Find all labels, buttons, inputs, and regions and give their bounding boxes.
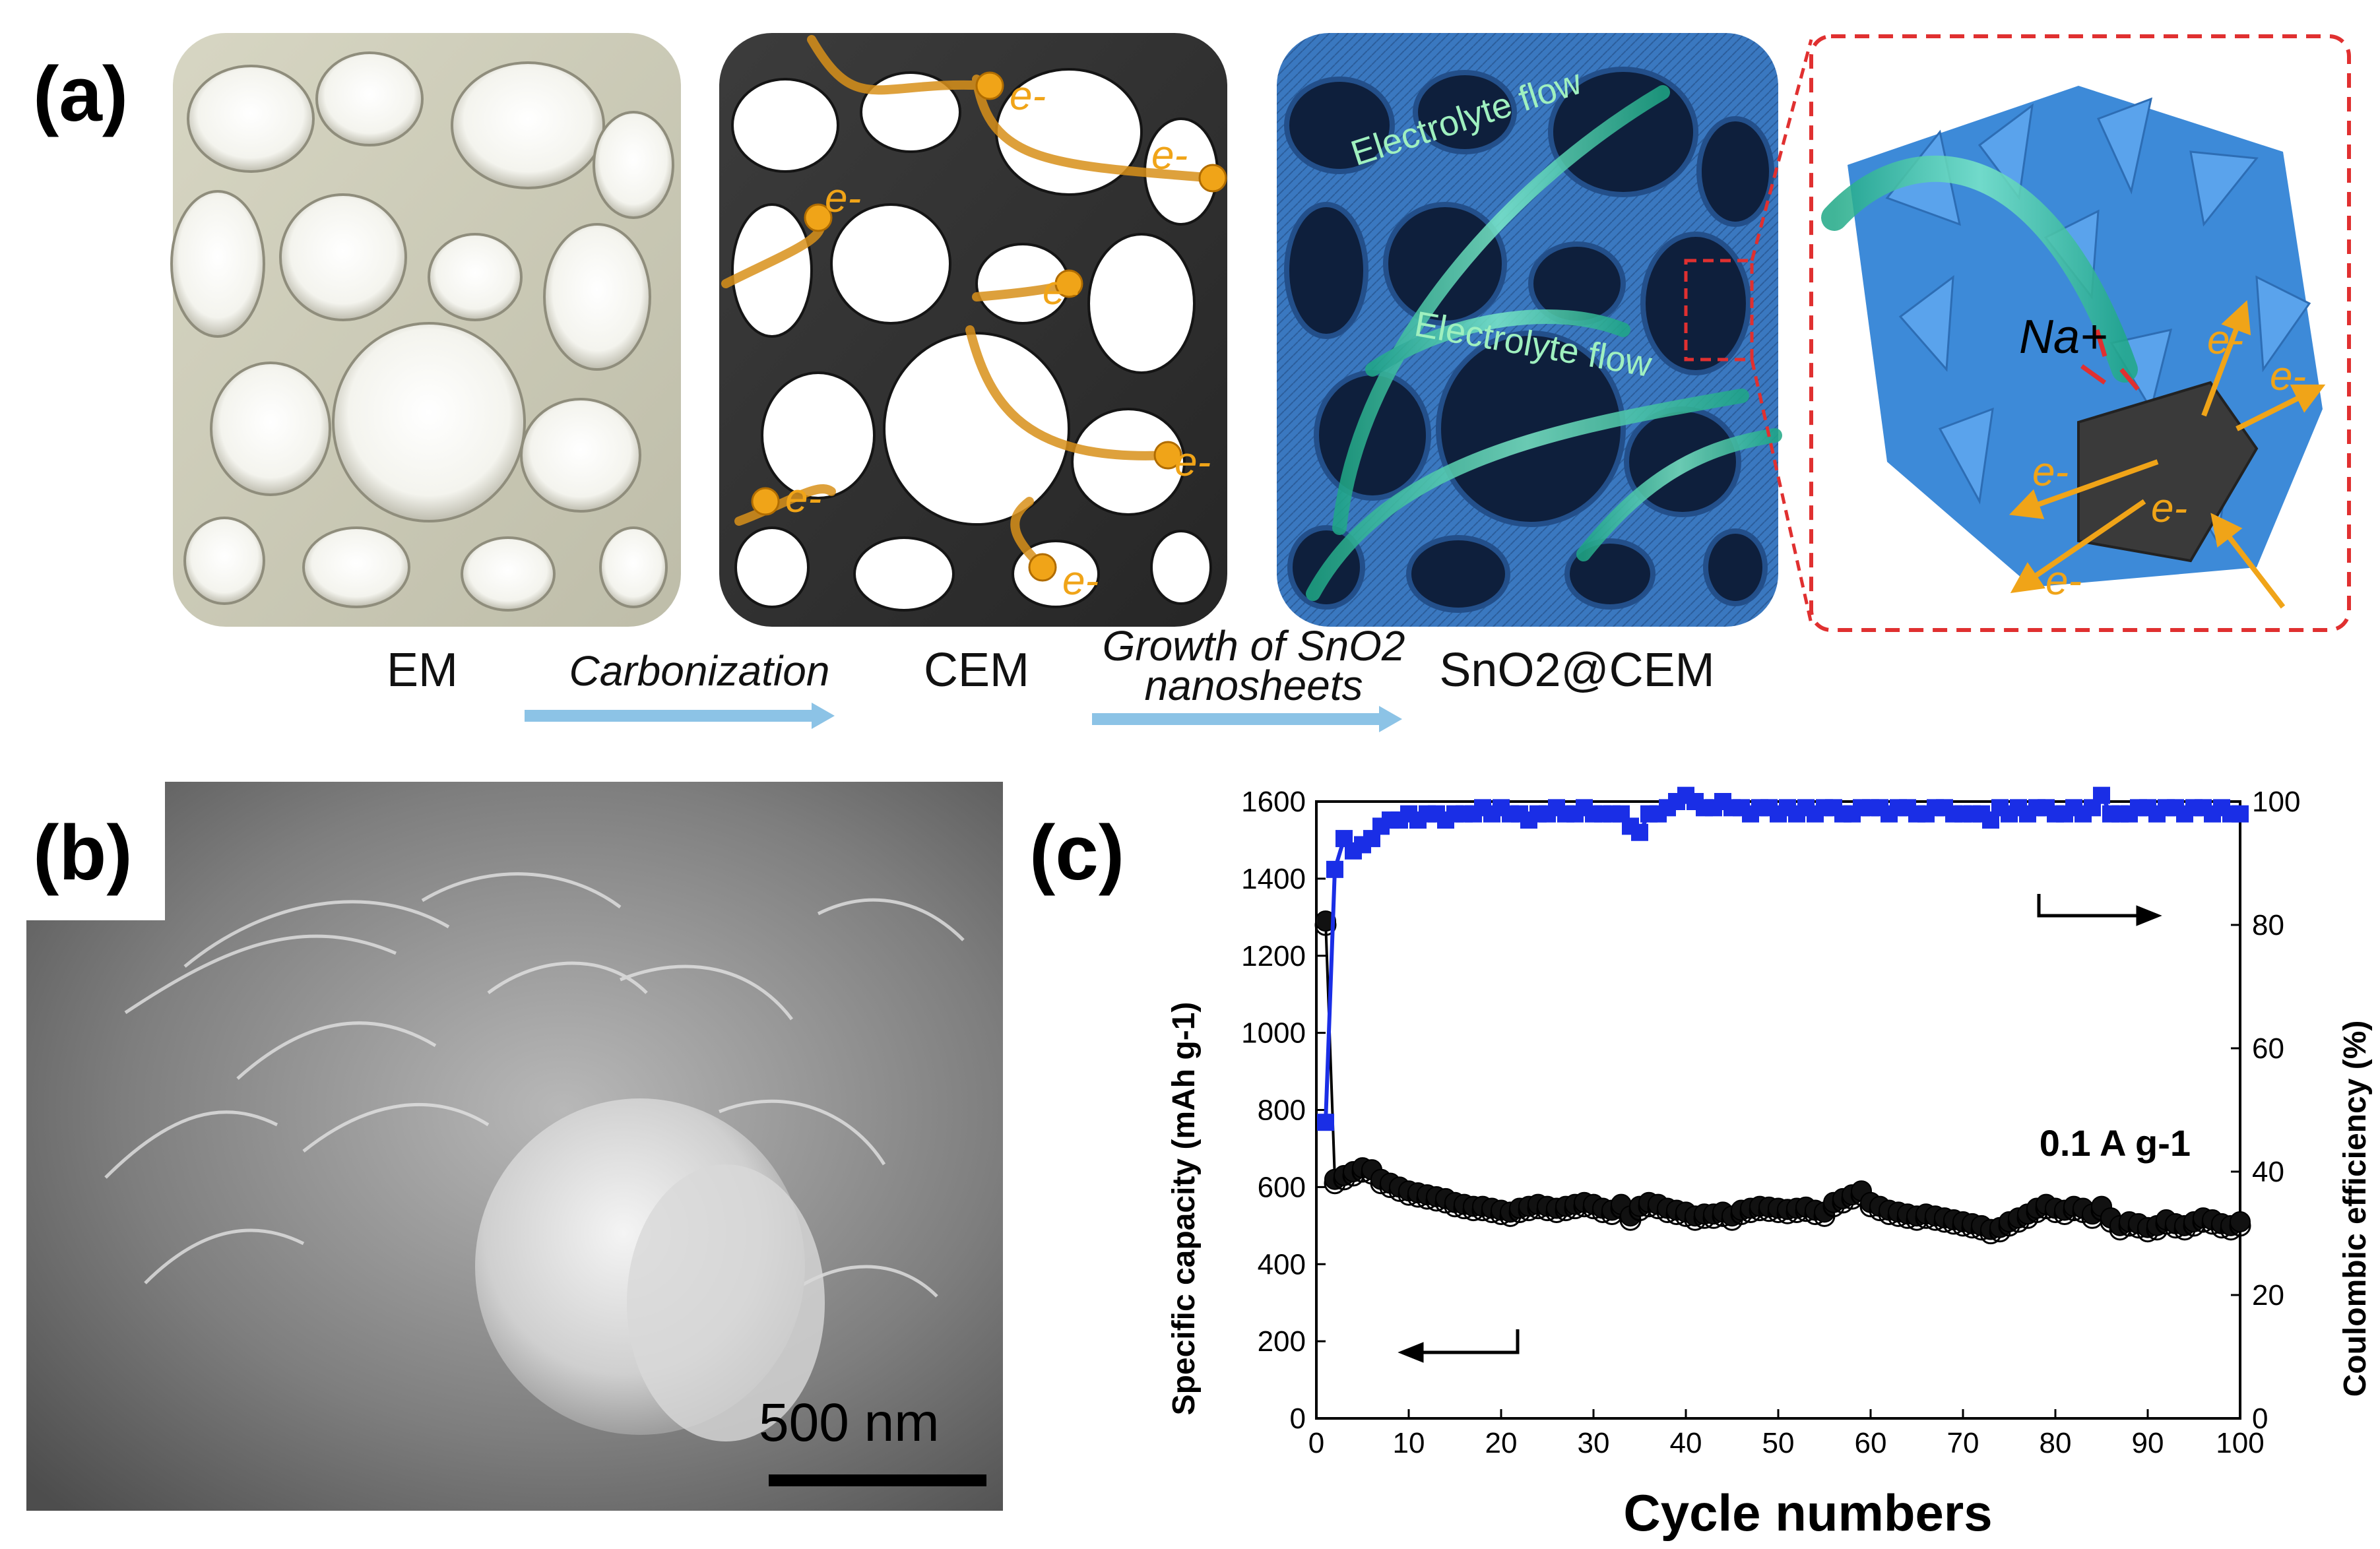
x-tick-label: 40 — [1670, 1427, 1702, 1459]
electron-label: e- — [1174, 439, 1211, 485]
x-tick-label: 10 — [1393, 1427, 1425, 1459]
sno2-cem-foam-image — [1277, 33, 1782, 627]
efficiency-line — [1324, 791, 2240, 1123]
coulombic-efficiency-point — [1317, 1114, 1334, 1131]
y-left-tick-label: 0 — [1290, 1403, 1306, 1435]
plot-frame — [1315, 800, 2241, 1420]
y-left-tick-label: 1200 — [1241, 940, 1306, 972]
panel-a-letter: (a) — [33, 51, 129, 138]
coulombic-efficiency-point — [2232, 805, 2249, 823]
stage-label-sno2-cem: SnO2@CEM — [1439, 644, 1715, 697]
zoom-connector — [1750, 39, 1813, 624]
y-axis-left-label: Specific capacity (mAh g-1) — [1167, 1002, 1202, 1416]
electron-label: e- — [2270, 354, 2307, 399]
y-left-tick-label: 1000 — [1241, 1017, 1306, 1050]
sem-image — [26, 782, 1003, 1511]
x-tick-label: 70 — [1947, 1427, 1979, 1459]
x-tick-label: 100 — [2216, 1427, 2264, 1459]
panel-a-illustration — [170, 33, 2351, 632]
electron-label: e- — [1010, 73, 1046, 119]
carbonization-arrow — [525, 703, 835, 729]
y-right-tick-label: 0 — [2252, 1403, 2268, 1435]
y-left-tick-label: 400 — [1258, 1248, 1306, 1280]
scale-bar-label: 500 nm — [759, 1393, 940, 1453]
growth-label-line1: Growth of SnO2 — [1102, 622, 1405, 670]
x-tick-label: 80 — [2040, 1427, 2072, 1459]
left-axis-indicator-arrow — [1398, 1329, 1520, 1363]
sodium-ion-label: Na+ — [2019, 311, 2108, 364]
coulombic-efficiency-point — [1326, 860, 1343, 878]
electron-label: e- — [2151, 486, 2188, 531]
electron-label: e- — [2032, 449, 2069, 495]
panel-b-letter: (b) — [33, 809, 133, 897]
electron-label: e- — [2045, 558, 2082, 604]
electron-label: e- — [1043, 268, 1079, 313]
y-left-tick-label: 1600 — [1241, 786, 1306, 818]
right-axis-indicator-arrow — [2037, 894, 2162, 926]
x-tick-label: 50 — [1762, 1427, 1795, 1459]
x-axis-label: Cycle numbers — [1623, 1484, 1992, 1542]
x-tick-label: 0 — [1308, 1427, 1324, 1459]
charge-capacity-point — [2230, 1211, 2251, 1232]
nanosheet-zoom-image — [1809, 34, 2351, 632]
capacity-line — [1324, 921, 2241, 1231]
y-right-tick-label: 80 — [2252, 909, 2284, 941]
growth-arrow — [1092, 706, 1402, 732]
y-left-tick-label: 200 — [1258, 1325, 1306, 1358]
x-tick-label: 90 — [2132, 1427, 2164, 1459]
em-foam-image — [170, 33, 681, 627]
y-right-tick-label: 100 — [2252, 786, 2300, 818]
x-tick-label: 30 — [1578, 1427, 1610, 1459]
stage-label-cem: CEM — [924, 644, 1029, 697]
electron-label: e- — [825, 175, 862, 221]
charge-capacity-point — [1315, 910, 1336, 932]
y-left-tick-label: 800 — [1258, 1094, 1306, 1127]
panel-c-letter: (c) — [1029, 809, 1125, 897]
carbonization-label: Carbonization — [569, 647, 830, 695]
cem-foam-image — [719, 33, 1227, 627]
electron-label: e- — [1151, 133, 1188, 178]
electron-label: e- — [2207, 317, 2244, 363]
growth-label-line2: nanosheets — [1144, 662, 1363, 709]
coulombic-efficiency-point — [1631, 823, 1648, 841]
x-tick-label: 20 — [1485, 1427, 1518, 1459]
electron-label: e- — [785, 476, 822, 521]
x-tick-label: 60 — [1855, 1427, 1887, 1459]
rate-label: 0.1 A g-1 — [2040, 1122, 2191, 1164]
y-right-tick-label: 20 — [2252, 1279, 2284, 1312]
y-right-tick-label: 40 — [2252, 1156, 2284, 1188]
electron-label: e- — [1062, 558, 1099, 604]
y-axis-right-label: Coulombic efficiency (%) — [2338, 1021, 2373, 1397]
y-right-tick-label: 60 — [2252, 1032, 2284, 1065]
coulombic-efficiency-point — [2093, 786, 2110, 804]
y-left-tick-label: 1400 — [1241, 863, 1306, 895]
cycling-chart: 0 10 20 30 40 50 60 70 80 90 100020040060080010001… — [1167, 786, 2373, 1542]
stage-label-em: EM — [387, 644, 458, 697]
y-left-tick-label: 600 — [1258, 1171, 1306, 1203]
